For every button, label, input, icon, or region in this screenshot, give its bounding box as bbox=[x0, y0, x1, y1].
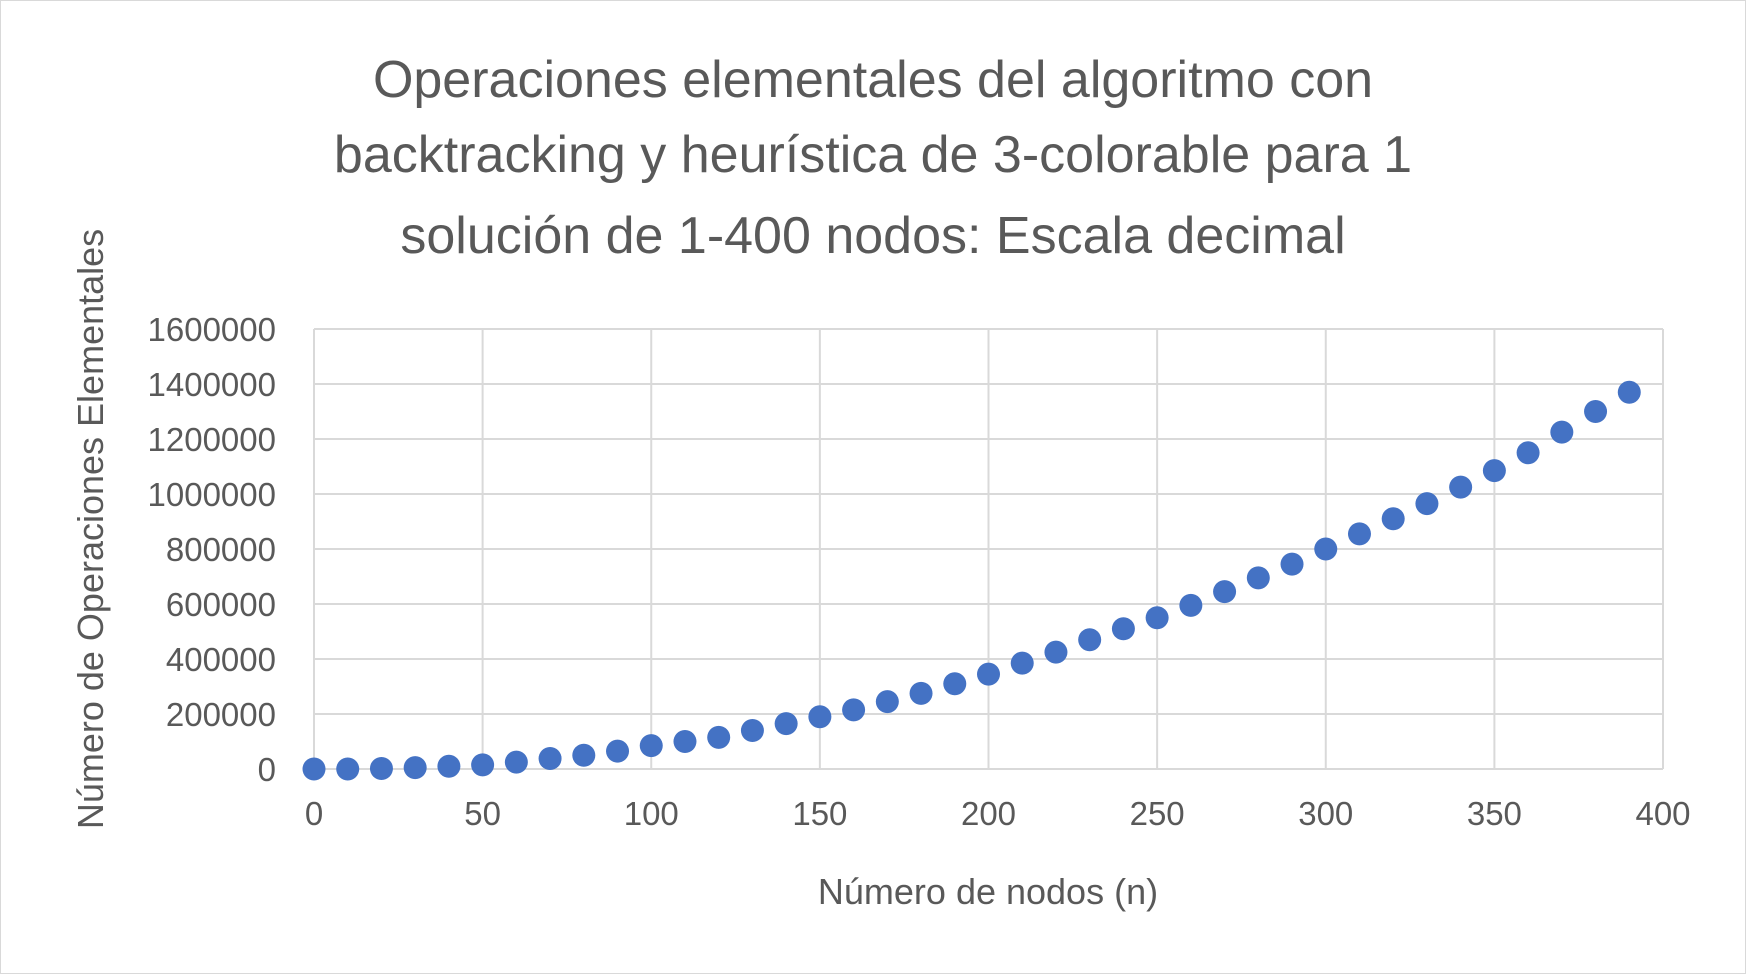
data-point bbox=[909, 681, 933, 705]
data-point bbox=[1111, 617, 1135, 641]
data-point bbox=[1347, 522, 1371, 546]
data-point bbox=[943, 672, 967, 696]
y-tick-label: 1600000 bbox=[148, 311, 276, 348]
x-tick-label: 150 bbox=[792, 795, 847, 832]
y-tick-label: 400000 bbox=[166, 641, 276, 678]
x-tick-label: 250 bbox=[1130, 795, 1185, 832]
x-tick-label: 0 bbox=[305, 795, 323, 832]
data-point bbox=[1550, 420, 1574, 444]
data-point bbox=[336, 757, 360, 781]
y-tick-label: 1000000 bbox=[148, 476, 276, 513]
y-tick-label: 800000 bbox=[166, 531, 276, 568]
data-point bbox=[437, 754, 461, 778]
y-axis-ticks: 0 200000 400000 600000 800000 1000000 1200000 1… bbox=[148, 311, 276, 788]
data-point bbox=[707, 725, 731, 749]
data-point bbox=[977, 662, 1000, 686]
data-point bbox=[808, 705, 832, 729]
x-tick-label: 300 bbox=[1298, 795, 1353, 832]
data-point bbox=[1280, 552, 1304, 576]
data-points bbox=[302, 380, 1641, 781]
data-point bbox=[774, 712, 798, 736]
data-point bbox=[1415, 492, 1439, 516]
data-point bbox=[1010, 651, 1034, 675]
data-point bbox=[1516, 441, 1540, 465]
data-point bbox=[538, 747, 562, 771]
x-tick-label: 100 bbox=[624, 795, 679, 832]
y-tick-label: 1200000 bbox=[148, 421, 276, 458]
data-point bbox=[1246, 566, 1270, 590]
x-tick-label: 350 bbox=[1467, 795, 1522, 832]
chart-title: Operaciones elementales del algoritmo co… bbox=[334, 51, 1412, 265]
data-point bbox=[1314, 537, 1338, 561]
data-point bbox=[369, 756, 393, 780]
data-point bbox=[302, 757, 326, 781]
x-tick-label: 50 bbox=[464, 795, 501, 832]
x-axis-title: Número de nodos (n) bbox=[818, 871, 1158, 912]
data-point bbox=[1179, 593, 1203, 617]
data-point bbox=[842, 698, 866, 722]
data-point bbox=[1044, 640, 1068, 664]
data-point bbox=[1482, 459, 1506, 483]
data-point bbox=[673, 730, 697, 753]
data-point bbox=[740, 719, 764, 742]
chart-title-line-1: Operaciones elementales del algoritmo co… bbox=[373, 51, 1373, 109]
x-tick-label: 200 bbox=[961, 795, 1016, 832]
data-point bbox=[471, 753, 495, 777]
data-point bbox=[875, 690, 899, 714]
y-tick-label: 1400000 bbox=[148, 366, 276, 403]
data-point bbox=[1617, 380, 1641, 404]
data-point bbox=[403, 756, 427, 780]
y-tick-label: 0 bbox=[258, 751, 276, 788]
data-point bbox=[606, 739, 630, 763]
chart-title-line-3: solución de 1-400 nodos: Escala decimal bbox=[400, 207, 1345, 265]
x-axis-ticks: 0 50 100 150 200 250 300 350 400 bbox=[305, 795, 1691, 832]
y-axis-title: Número de Operaciones Elementales bbox=[70, 229, 111, 829]
y-tick-label: 600000 bbox=[166, 586, 276, 623]
data-point bbox=[504, 750, 528, 774]
data-point bbox=[1449, 475, 1473, 499]
data-point bbox=[1381, 507, 1405, 531]
data-point bbox=[1213, 580, 1237, 604]
gridlines bbox=[313, 328, 1664, 770]
data-point bbox=[1078, 628, 1102, 652]
data-point bbox=[639, 734, 663, 758]
x-tick-label: 400 bbox=[1635, 795, 1690, 832]
data-point bbox=[1145, 606, 1169, 630]
y-tick-label: 200000 bbox=[166, 696, 276, 733]
data-point bbox=[1584, 400, 1608, 423]
chart-title-line-2: backtracking y heurística de 3-colorable… bbox=[334, 126, 1412, 184]
data-point bbox=[572, 743, 596, 767]
